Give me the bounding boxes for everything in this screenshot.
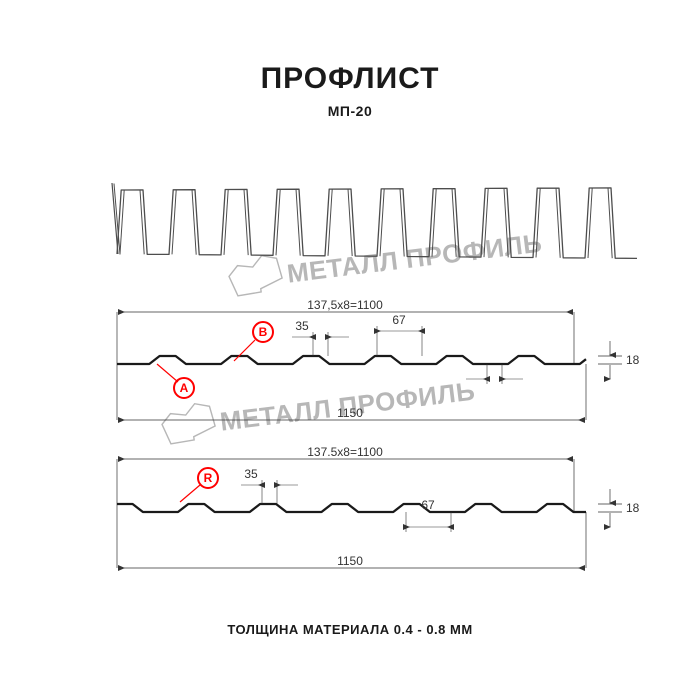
svg-text:18: 18 (626, 501, 640, 515)
svg-text:A: A (180, 381, 189, 395)
svg-text:МЕТАЛЛ ПРОФИЛЬ: МЕТАЛЛ ПРОФИЛЬ (285, 228, 544, 289)
svg-text:35: 35 (295, 319, 309, 333)
svg-text:35: 35 (244, 467, 258, 481)
svg-text:1150: 1150 (337, 554, 363, 568)
svg-text:R: R (204, 471, 213, 485)
svg-text:1150: 1150 (337, 406, 363, 420)
svg-text:137.5x8=1100: 137.5x8=1100 (307, 445, 383, 459)
svg-text:67: 67 (392, 313, 406, 327)
svg-text:B: B (259, 325, 268, 339)
svg-text:18: 18 (626, 353, 640, 367)
svg-text:67: 67 (421, 498, 435, 512)
svg-text:137,5x8=1100: 137,5x8=1100 (307, 298, 383, 312)
